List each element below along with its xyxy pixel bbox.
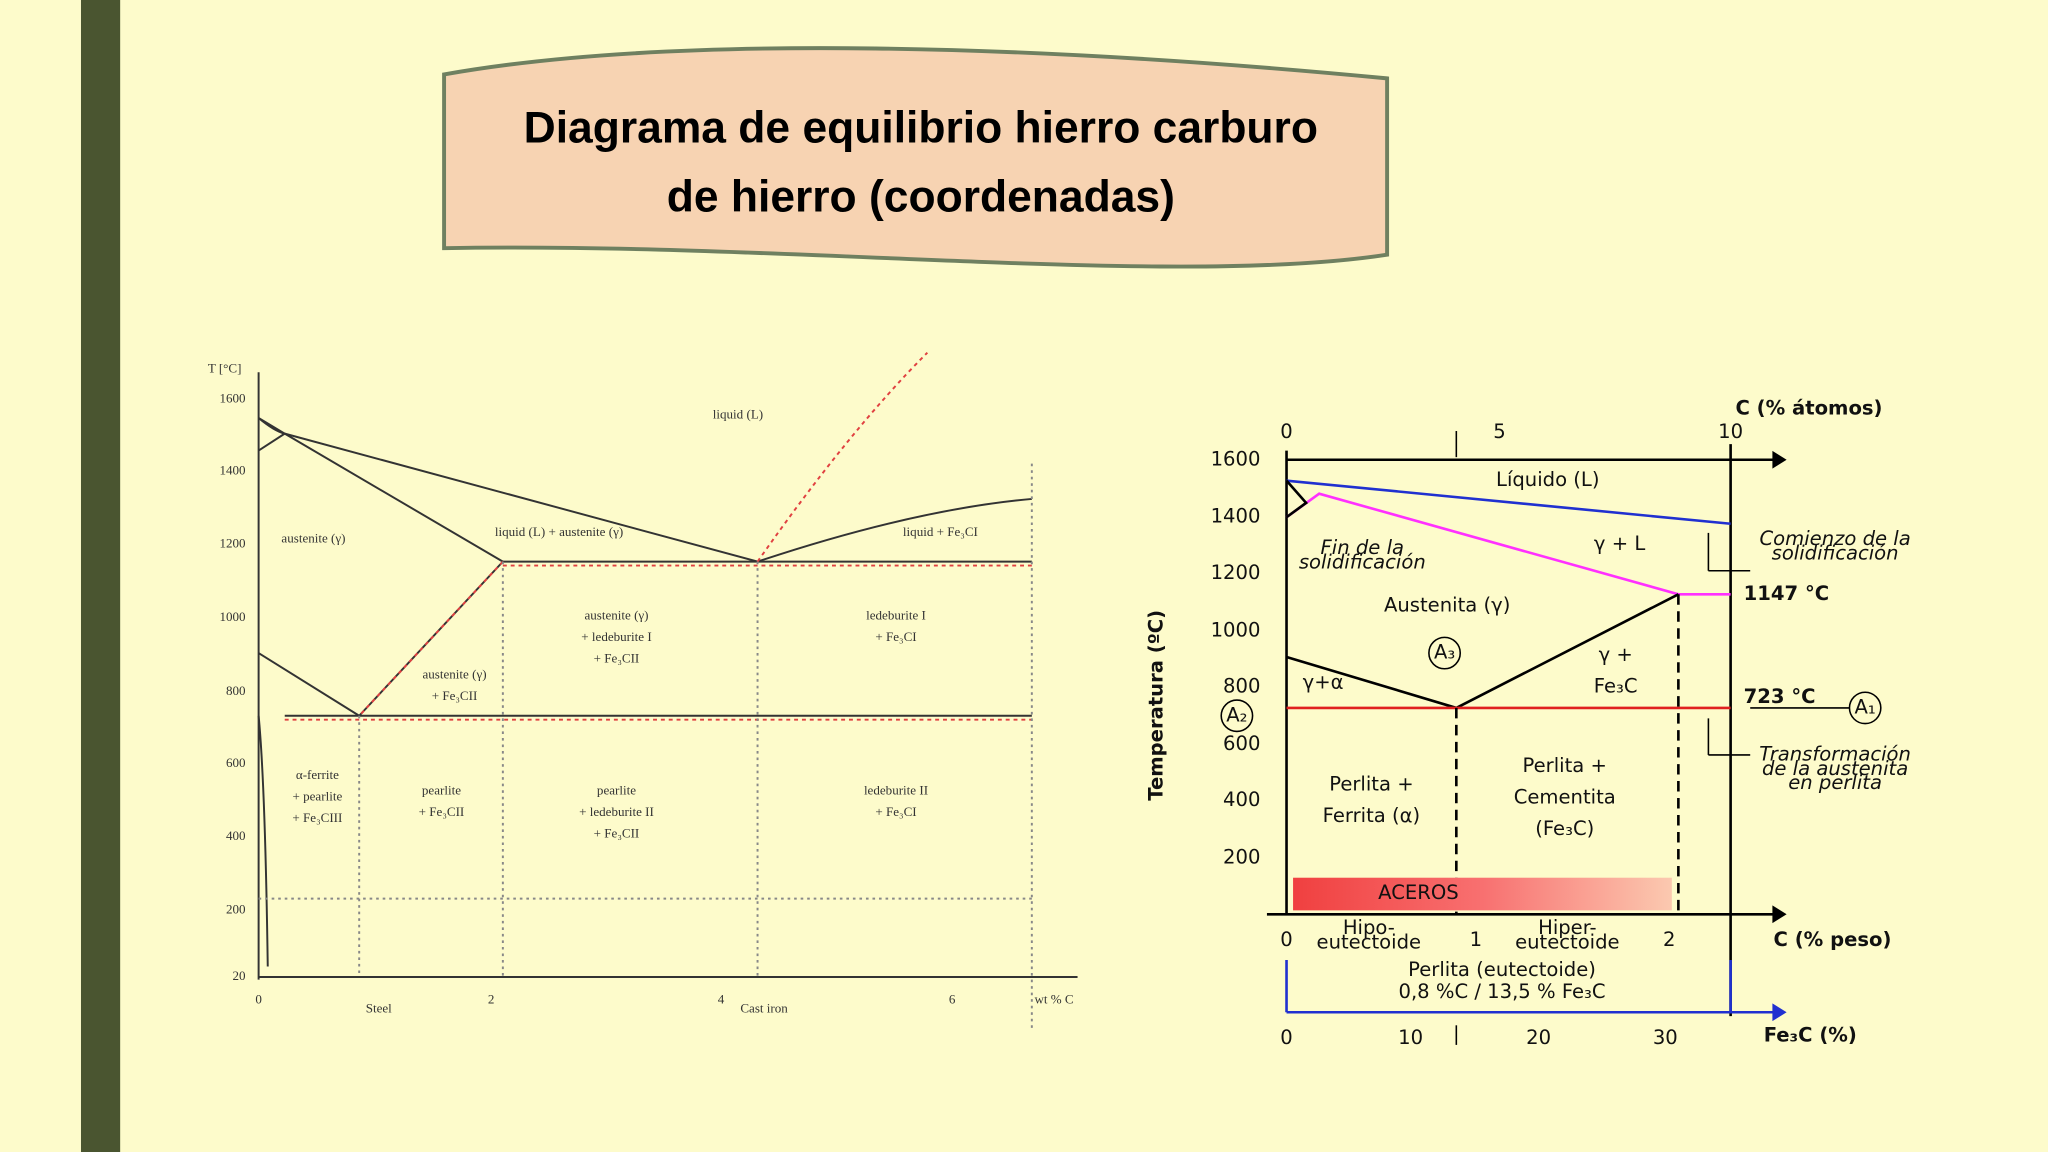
region-label: Ferrita (α) <box>1323 804 1421 827</box>
tick-label: 1200 <box>1211 561 1261 584</box>
annotation: Comienzo de la <box>1759 527 1910 550</box>
region-label: + ledeburite I <box>581 629 651 644</box>
tick-label: 20 <box>233 968 247 983</box>
tick-label: 5 <box>1493 420 1505 443</box>
region-label: Hiper- <box>1538 916 1597 939</box>
annotation: solidificación <box>1299 550 1426 573</box>
tick-label: 1200 <box>219 536 246 551</box>
axis-label: Fe₃C (%) <box>1764 1023 1857 1046</box>
region-label: + pearlite <box>293 788 343 803</box>
tick-label: 0 <box>1280 420 1292 443</box>
tick-label: 400 <box>226 828 246 843</box>
region-label: eutectoide <box>1317 931 1422 954</box>
region-label: γ+α <box>1303 671 1344 694</box>
region-label: Líquido (L) <box>1496 468 1599 491</box>
annotation: de la austenita <box>1762 757 1908 780</box>
region-label: (Fe₃C) <box>1535 817 1594 840</box>
region-label: Austenita (γ) <box>1384 594 1510 617</box>
tick-label: 1400 <box>219 463 246 478</box>
slide-title: Diagrama de equilibrio hierro carburo <box>524 103 1318 152</box>
tick-label: 1600 <box>1211 447 1261 470</box>
region-label: pearlite <box>597 783 636 798</box>
region-label: liquid + Fe₃CI <box>903 524 978 539</box>
tick-label: 1000 <box>219 609 246 624</box>
left-diagram <box>257 351 1078 1032</box>
tick-label: 1000 <box>1211 618 1261 641</box>
temperature-label: 1147 °C <box>1744 582 1829 605</box>
marker-label: A₂ <box>1226 703 1247 726</box>
temperature-label: 723 °C <box>1744 685 1816 708</box>
tick-label: 600 <box>226 755 246 770</box>
eutectoid-label: 0,8 %C / 13,5 % Fe₃C <box>1399 980 1606 1003</box>
annotation: Transformación <box>1759 742 1911 765</box>
tick-label: 10 <box>1398 1026 1423 1049</box>
annotation: solidificación <box>1772 541 1899 564</box>
axis-label: T [°C] <box>208 361 242 376</box>
axis-label: Temperatura (ºC) <box>1145 610 1168 801</box>
axis-label: wt % C <box>1034 991 1073 1006</box>
tick-label: 10 <box>1718 420 1743 443</box>
tick-label: 0 <box>255 991 262 1006</box>
region-label: Hipo- <box>1343 916 1395 939</box>
slide-title: de hierro (coordenadas) <box>667 173 1175 222</box>
region-label: + Fe₃CI <box>875 629 916 644</box>
tick-label: 200 <box>226 901 246 916</box>
axis-label: C (% átomos) <box>1735 396 1882 419</box>
right-diagram <box>1220 431 1882 1045</box>
tick-label: 800 <box>226 683 246 698</box>
region-label: ledeburite I <box>866 607 926 622</box>
region-label: + Fe₃CII <box>594 826 640 841</box>
region-label: + ledeburite II <box>579 804 654 819</box>
region-label: Perlita + <box>1523 754 1607 777</box>
tick-label: 2 <box>488 991 495 1006</box>
region-label: γ + L <box>1594 532 1645 555</box>
range-label: Steel <box>366 1001 392 1016</box>
region-label: α-ferrite <box>296 767 339 782</box>
region-label: + Fe₃CI <box>875 804 916 819</box>
region-label: + Fe₃CII <box>432 688 478 703</box>
axis-label: C (% peso) <box>1774 928 1892 951</box>
marker-label: A₁ <box>1855 695 1876 718</box>
tick-label: 200 <box>1223 846 1260 869</box>
region-label: ledeburite II <box>864 783 928 798</box>
region-label: ACEROS <box>1378 881 1459 904</box>
region-label: austenite (γ) <box>422 666 486 681</box>
tick-label: 1600 <box>219 391 246 406</box>
region-label: γ + <box>1599 643 1633 666</box>
tick-label: 1400 <box>1211 505 1261 528</box>
marker-label: A₃ <box>1434 641 1455 664</box>
region-label: Fe₃C <box>1594 675 1638 698</box>
tick-label: 0 <box>1280 1026 1292 1049</box>
annotation: Fin de la <box>1321 536 1404 559</box>
eutectoid-label: Perlita (eutectoide) <box>1408 958 1596 981</box>
range-label: Cast iron <box>740 1001 788 1016</box>
tick-label: 2 <box>1663 928 1675 951</box>
region-label: liquid (L) <box>713 406 763 421</box>
region-label: liquid (L) + austenite (γ) <box>495 524 623 539</box>
region-label: + Fe₃CII <box>419 804 465 819</box>
tick-label: 400 <box>1223 788 1260 811</box>
region-label: + Fe₃CII <box>594 651 640 666</box>
tick-label: 4 <box>718 991 725 1006</box>
tick-label: 1 <box>1470 928 1482 951</box>
region-label: + Fe₃CIII <box>292 810 342 825</box>
tick-label: 600 <box>1223 732 1260 755</box>
tick-label: 6 <box>949 991 956 1006</box>
region-label: Cementita <box>1514 786 1616 809</box>
annotation: en perlita <box>1788 771 1882 794</box>
side-bar <box>80 0 121 1152</box>
tick-label: 800 <box>1223 675 1260 698</box>
tick-label: 20 <box>1526 1026 1551 1049</box>
title-banner <box>442 46 1390 269</box>
region-label: austenite (γ) <box>281 530 345 545</box>
region-label: pearlite <box>422 783 461 798</box>
region-label: austenite (γ) <box>584 607 648 622</box>
tick-label: 0 <box>1280 928 1292 951</box>
region-label: eutectoide <box>1515 931 1620 954</box>
tick-label: 30 <box>1653 1026 1678 1049</box>
region-label: Perlita + <box>1329 772 1413 795</box>
